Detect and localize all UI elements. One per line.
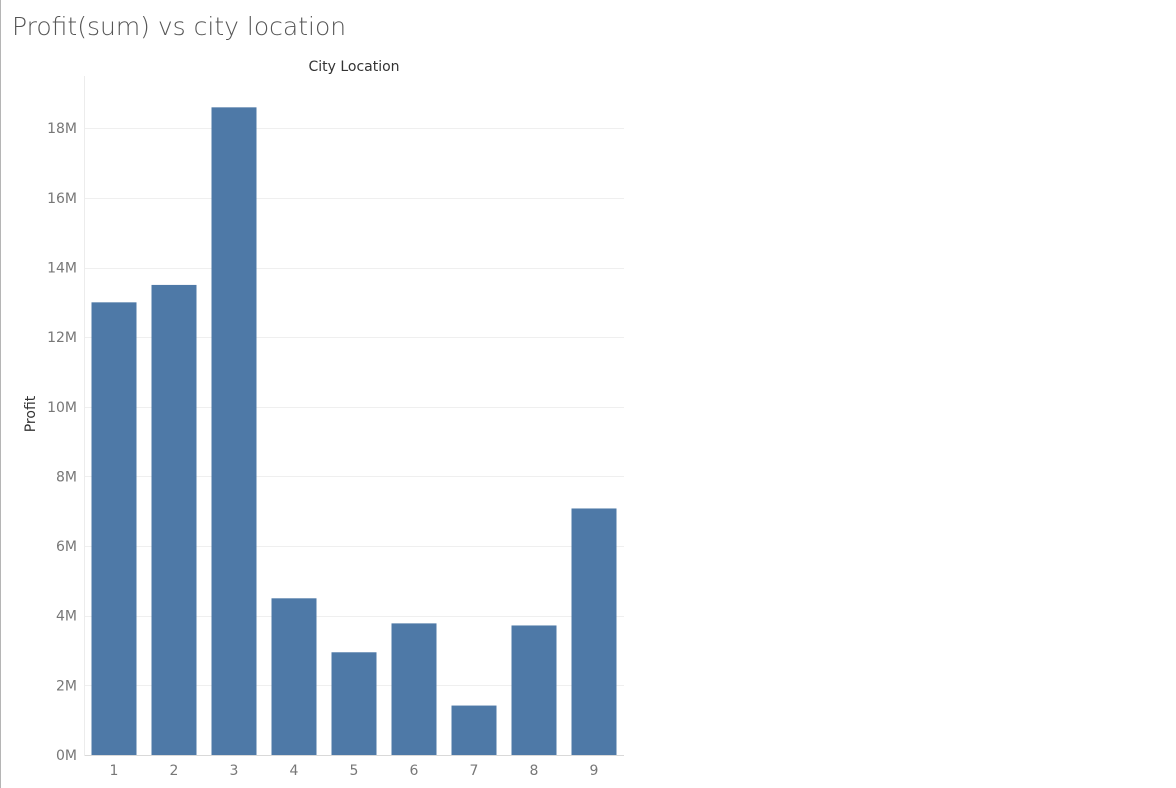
x-tick-label: 2 <box>170 763 179 779</box>
x-tick-label: 9 <box>590 763 599 779</box>
y-axis-title: Profit <box>23 395 39 432</box>
sheet-title: Profit(sum) vs city location <box>12 12 347 41</box>
y-tick-label: 2M <box>56 678 77 694</box>
bar-city-4[interactable] <box>271 598 317 755</box>
x-tick-label: 4 <box>290 763 299 779</box>
bar-city-2[interactable] <box>151 284 197 755</box>
bar-city-1[interactable] <box>91 302 137 755</box>
x-tick-label: 8 <box>530 763 539 779</box>
x-axis-title: City Location <box>308 59 399 75</box>
bar-city-7[interactable] <box>451 705 497 755</box>
y-tick-label: 12M <box>47 330 77 346</box>
x-tick-label: 6 <box>410 763 419 779</box>
x-tick-label: 1 <box>110 763 119 779</box>
y-tick-label: 6M <box>56 539 77 555</box>
y-tick-label: 16M <box>47 191 77 207</box>
bar-city-5[interactable] <box>331 652 377 755</box>
y-tick-label: 18M <box>47 121 77 137</box>
x-tick-label: 5 <box>350 763 359 779</box>
bar-city-3[interactable] <box>211 107 257 756</box>
bar-city-9[interactable] <box>571 508 617 755</box>
bars <box>91 107 617 756</box>
x-tick-label: 7 <box>470 763 479 779</box>
y-tick-labels: 0M 2M 4M 6M 8M 10M 12M 14M 16M 18M <box>47 121 77 764</box>
y-tick-label: 0M <box>56 748 77 764</box>
x-tick-label: 3 <box>230 763 239 779</box>
y-tick-label: 10M <box>47 400 77 416</box>
window-left-border <box>0 0 1 788</box>
y-tick-label: 14M <box>47 261 77 277</box>
bar-city-6[interactable] <box>391 623 437 755</box>
bar-city-8[interactable] <box>511 625 557 755</box>
y-tick-label: 8M <box>56 469 77 485</box>
y-tick-label: 4M <box>56 609 77 625</box>
x-tick-labels: 1 2 3 4 5 6 7 8 9 <box>110 763 599 779</box>
